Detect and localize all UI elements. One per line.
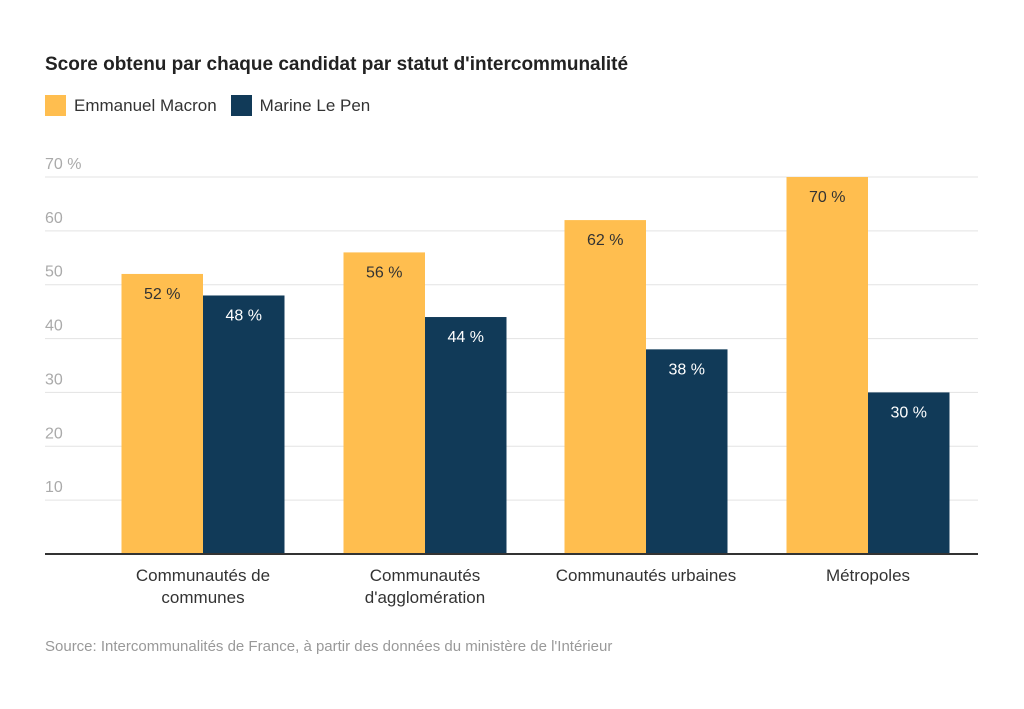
- bar-lepen: [646, 349, 728, 554]
- legend-swatch-macron: [45, 95, 66, 116]
- y-tick-label: 10: [45, 479, 63, 496]
- bar-macron: [564, 220, 646, 555]
- y-tick-label: 30: [45, 371, 63, 388]
- chart-title: Score obtenu par chaque candidat par sta…: [45, 54, 629, 75]
- bar-macron: [121, 273, 203, 554]
- bar-macron: [343, 252, 425, 554]
- y-tick-label: 50: [45, 264, 63, 281]
- bar-macron: [786, 177, 868, 554]
- x-tick-label: Métropoles: [826, 566, 910, 585]
- y-tick-label: 20: [45, 425, 63, 442]
- data-label: 48 %: [226, 307, 262, 324]
- data-label: 70 %: [809, 189, 845, 206]
- data-label: 44 %: [448, 329, 484, 346]
- legend-label-macron: Emmanuel Macron: [74, 95, 217, 115]
- data-label: 30 %: [891, 404, 927, 421]
- bar-lepen: [203, 295, 285, 554]
- bar-lepen: [425, 317, 507, 554]
- data-label: 52 %: [144, 286, 180, 303]
- data-label: 38 %: [669, 361, 705, 378]
- y-tick-label: 40: [45, 318, 63, 335]
- legend-item-macron: Emmanuel Macron: [45, 95, 217, 116]
- legend-swatch-lepen: [230, 95, 252, 116]
- data-label: 62 %: [587, 232, 623, 249]
- bar-lepen: [868, 392, 950, 554]
- x-tick-label: Communautés de: [136, 566, 270, 585]
- data-label: 56 %: [366, 264, 402, 281]
- source-note: Source: Intercommunalités de France, à p…: [45, 638, 613, 655]
- x-tick-label: Communautés: [370, 566, 481, 585]
- legend-label-lepen: Marine Le Pen: [259, 95, 371, 115]
- x-tick-label: communes: [161, 588, 244, 607]
- legend: Emmanuel Macron Marine Le Pen: [45, 95, 384, 116]
- x-tick-label: d'agglomération: [365, 588, 485, 607]
- legend-item-lepen: Marine Le Pen: [230, 95, 371, 116]
- y-tick-label: 60: [45, 210, 63, 227]
- x-tick-label: Communautés urbaines: [556, 566, 736, 585]
- y-tick-label: 70 %: [45, 156, 81, 173]
